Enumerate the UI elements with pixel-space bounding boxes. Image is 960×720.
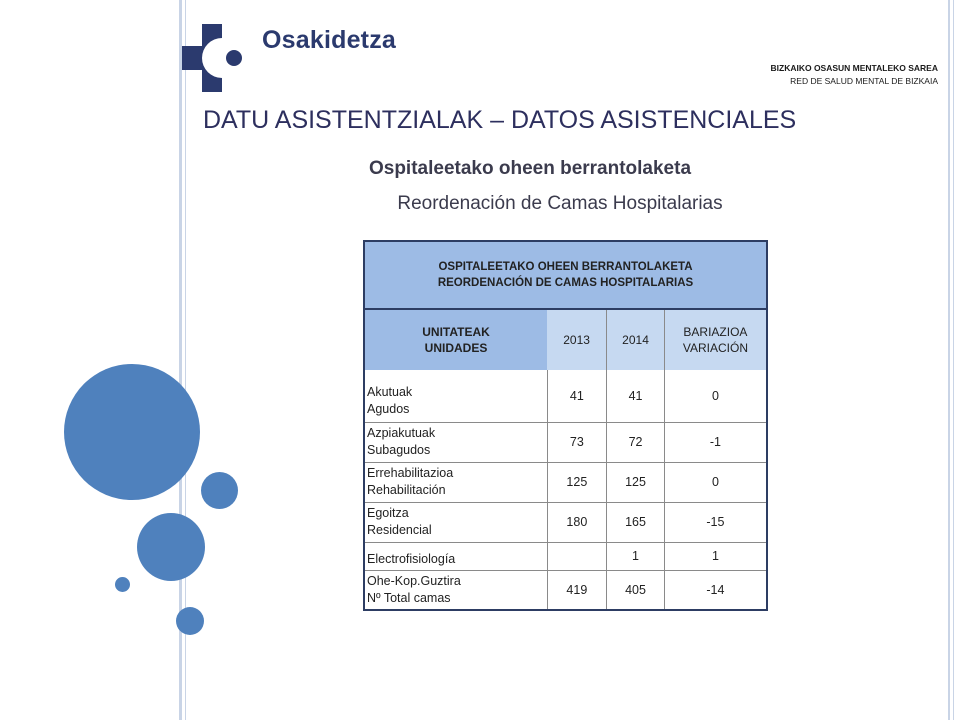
col-header-units-es: UNIDADES xyxy=(424,341,488,355)
decor-circle xyxy=(137,513,205,581)
value-variation: 0 xyxy=(663,370,768,423)
unit-cell: Electrofisiología xyxy=(362,542,548,571)
col-header-variation-eu: BARIAZIOA xyxy=(683,325,748,339)
value-2013: 125 xyxy=(546,462,607,503)
table-title-eu: OSPITALEETAKO OHEEN BERRANTOLAKETA xyxy=(438,261,693,273)
decor-line xyxy=(953,0,954,720)
unit-cell: Egoitza Residencial xyxy=(362,502,548,543)
unit-name-eu: Azpiakutuak xyxy=(367,426,436,440)
org-name-eu: BIZKAIKO OSASUN MENTALEKO SAREA xyxy=(770,63,939,73)
osakidetza-logo-icon xyxy=(182,24,242,92)
decor-line xyxy=(179,0,182,720)
value-2013: 73 xyxy=(546,422,607,463)
value-2013: 180 xyxy=(546,502,607,543)
unit-cell: Akutuak Agudos xyxy=(362,370,548,423)
value-variation: 1 xyxy=(663,542,768,571)
value-variation: -15 xyxy=(663,502,768,543)
table-row: Errehabilitazioa Rehabilitación 125 125 … xyxy=(362,462,768,503)
brand-name: Osakidetza xyxy=(262,26,397,54)
unit-name-es: Agudos xyxy=(367,402,410,416)
value-variation: -14 xyxy=(663,570,768,611)
unit-name-eu: Ohe-Kop.Guztira xyxy=(367,573,461,588)
value-2013: 41 xyxy=(546,370,607,423)
col-header-variation: BARIAZIOA VARIACIÓN xyxy=(663,309,768,370)
unit-cell: Azpiakutuak Subagudos xyxy=(362,422,548,463)
unit-name-eu: Akutuak xyxy=(367,385,413,399)
page-title: DATU ASISTENTZIALAK – DATOS ASISTENCIALE… xyxy=(203,106,797,134)
decor-line xyxy=(185,0,186,720)
unit-name-es: Rehabilitación xyxy=(367,483,446,497)
unit-cell: Errehabilitazioa Rehabilitación xyxy=(362,462,548,503)
col-header-variation-es: VARIACIÓN xyxy=(682,341,748,355)
col-header-units: UNITATEAK UNIDADES xyxy=(362,309,548,370)
unit-name-eu: Egoitza xyxy=(367,506,409,520)
table-row: Ohe-Kop.Guztira Nº Total camas 419 405 -… xyxy=(362,570,768,611)
unit-name-eu: Electrofisiología xyxy=(367,551,456,566)
unit-name-eu: Errehabilitazioa xyxy=(367,466,454,480)
beds-table: OSPITALEETAKO OHEEN BERRANTOLAKETA REORD… xyxy=(362,240,768,611)
subtitle-basque: Ospitaleetako oheen berrantolaketa xyxy=(368,158,692,179)
value-2014: 41 xyxy=(606,370,665,423)
col-header-2013: 2013 xyxy=(547,309,607,370)
value-2014: 405 xyxy=(606,570,665,611)
decor-circle xyxy=(176,607,204,635)
table-row: Azpiakutuak Subagudos 73 72 -1 xyxy=(362,422,768,463)
value-2014: 165 xyxy=(606,502,665,543)
col-header-units-eu: UNITATEAK xyxy=(422,325,490,339)
table-title: OSPITALEETAKO OHEEN BERRANTOLAKETA REORD… xyxy=(363,240,768,310)
decor-line xyxy=(948,0,950,720)
unit-name-es: Nº Total camas xyxy=(367,590,451,605)
value-2013 xyxy=(546,542,607,571)
value-2014: 72 xyxy=(606,422,665,463)
value-2014: 125 xyxy=(606,462,665,503)
col-header-2014: 2014 xyxy=(606,309,665,370)
decor-circle xyxy=(115,577,130,592)
value-variation: 0 xyxy=(663,462,768,503)
table-row: Akutuak Agudos 41 41 0 xyxy=(362,370,768,423)
table-row: Egoitza Residencial 180 165 -15 xyxy=(362,502,768,543)
unit-name-es: Residencial xyxy=(367,523,432,537)
subtitle-spanish: Reordenación de Camas Hospitalarias xyxy=(397,193,723,214)
unit-name-es: Subagudos xyxy=(367,443,431,457)
org-name-es: RED DE SALUD MENTAL DE BIZKAIA xyxy=(790,76,938,86)
value-2014: 1 xyxy=(606,542,665,571)
table-title-es: REORDENACIÓN DE CAMAS HOSPITALARIAS xyxy=(437,277,694,289)
value-2013: 419 xyxy=(546,570,607,611)
table-row: Electrofisiología 1 1 xyxy=(362,542,768,571)
value-variation: -1 xyxy=(663,422,768,463)
table-title-row: OSPITALEETAKO OHEEN BERRANTOLAKETA REORD… xyxy=(363,240,768,310)
table-header-row: UNITATEAK UNIDADES 2013 2014 BARIAZIOA V… xyxy=(362,309,768,370)
decor-circle xyxy=(201,472,238,509)
decor-circle xyxy=(64,364,200,500)
unit-cell: Ohe-Kop.Guztira Nº Total camas xyxy=(362,570,548,611)
